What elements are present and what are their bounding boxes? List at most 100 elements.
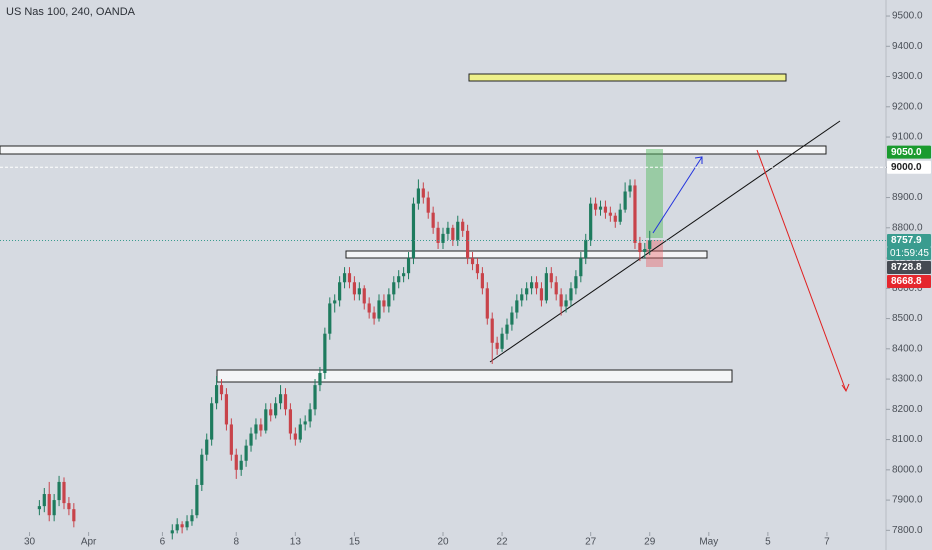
x-tick-label: 7	[824, 537, 830, 548]
arrow-head	[841, 383, 850, 393]
candle-body	[397, 276, 401, 283]
candle-body	[288, 409, 293, 434]
candle-body	[402, 273, 406, 277]
candle-body	[62, 481, 66, 504]
candle-body	[515, 300, 519, 313]
candle-body	[505, 324, 509, 334]
candle-body	[559, 294, 563, 307]
y-tick-label: 8000.0	[892, 464, 923, 475]
candle-body	[259, 424, 263, 431]
y-tick-label: 8900.0	[892, 192, 923, 203]
candle-body	[239, 460, 243, 470]
price-badge-label: 8757.9	[891, 235, 922, 246]
candle-body	[175, 524, 179, 531]
y-tick-label: 9100.0	[892, 132, 923, 143]
y-tick-label: 8100.0	[892, 434, 923, 445]
support-zone	[216, 369, 733, 383]
candle-body	[638, 242, 642, 253]
candle-body	[603, 206, 608, 213]
x-tick-label: 20	[437, 537, 449, 548]
candle-body	[338, 282, 342, 301]
candle-body	[406, 258, 411, 274]
candle-body	[608, 212, 612, 216]
candle-body	[574, 276, 578, 289]
candle-body	[249, 433, 253, 446]
candle-body	[200, 454, 204, 485]
price-badge	[887, 261, 931, 275]
price-badge-label: 8668.8	[891, 276, 922, 287]
x-tick-label: 15	[349, 537, 361, 548]
candle-body	[328, 303, 332, 334]
candle-body	[308, 409, 312, 422]
candle-body	[377, 300, 381, 319]
candle-body	[269, 409, 273, 416]
support-zone	[345, 250, 708, 259]
y-tick-label: 9300.0	[892, 71, 923, 82]
candle-body	[293, 433, 297, 440]
x-tick-label: Apr	[81, 537, 97, 548]
price-badge	[887, 275, 931, 289]
candle-body	[500, 333, 504, 349]
candle-body	[549, 273, 553, 283]
candle-body	[564, 300, 568, 307]
candle-body	[485, 288, 489, 319]
y-tick-label: 8800.0	[892, 222, 923, 233]
candle-body	[431, 212, 435, 228]
candle-body	[520, 294, 524, 301]
candle-body	[579, 258, 583, 277]
resistance-zone	[0, 145, 827, 155]
candle-body	[185, 521, 189, 528]
profit-zone	[646, 149, 663, 238]
candle-body	[613, 215, 617, 222]
price-badge-label: 9000.0	[891, 162, 922, 173]
candle-body	[234, 454, 238, 470]
candle-body	[480, 273, 484, 289]
candle-body	[584, 239, 588, 259]
y-tick-label: 8600.0	[892, 283, 923, 294]
candle-body	[210, 403, 214, 440]
down-arrow	[756, 149, 847, 392]
candle-body	[554, 282, 558, 295]
candle-body	[392, 282, 396, 295]
candle-body	[47, 494, 51, 516]
candle-body	[382, 300, 386, 307]
candle-body	[426, 197, 430, 213]
candle-body	[205, 439, 209, 455]
candle-body	[318, 373, 322, 386]
price-badge	[887, 160, 931, 174]
candle-body	[347, 273, 352, 283]
candle-body	[342, 273, 347, 283]
x-tick-label: May	[699, 537, 718, 548]
x-tick-label: 6	[160, 537, 166, 548]
candle-body	[224, 394, 229, 425]
candle-body	[466, 230, 470, 259]
target-zone	[468, 73, 787, 82]
candle-body	[283, 394, 288, 410]
y-tick-label: 8300.0	[892, 374, 923, 385]
candle-body	[362, 288, 366, 304]
candle-body	[475, 264, 480, 274]
countdown-label: 01:59:45	[890, 248, 929, 259]
x-tick-label: 29	[644, 537, 656, 548]
y-tick-label: 9500.0	[892, 11, 923, 22]
arrow-head	[694, 156, 703, 164]
candle-body	[313, 385, 317, 410]
candle-body	[495, 342, 499, 349]
candle-body	[618, 209, 622, 222]
candle-body	[633, 185, 637, 243]
candle-body	[190, 515, 194, 522]
candle-body	[416, 188, 420, 204]
candle-body	[470, 258, 475, 265]
candle-body	[446, 227, 450, 234]
x-tick-label: 22	[497, 537, 509, 548]
y-tick-label: 9400.0	[892, 41, 923, 52]
candle-body	[367, 303, 371, 313]
candle-body	[593, 203, 598, 210]
candle-body	[387, 294, 391, 307]
candle-body	[352, 282, 356, 295]
up-arrow	[652, 156, 703, 234]
candle-body	[421, 188, 425, 198]
candle-body	[37, 506, 41, 510]
